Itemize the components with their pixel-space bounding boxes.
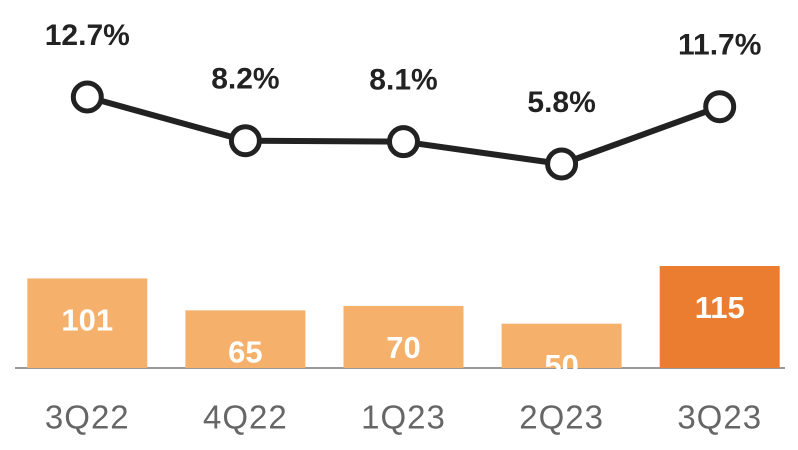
data-label: 8.1% — [369, 64, 437, 97]
line-point — [703, 90, 737, 124]
line-point — [387, 125, 420, 159]
bar — [501, 323, 622, 368]
line-point — [228, 124, 262, 158]
bar-label: 70 — [386, 330, 420, 365]
bar-label: 115 — [695, 290, 745, 325]
bar — [659, 266, 780, 368]
data-label: 11.7% — [678, 29, 761, 62]
data-label: 12.7% — [45, 19, 130, 52]
bar — [343, 305, 464, 368]
x-tick-label: 2Q23 — [519, 399, 604, 436]
bar-label: 50 — [544, 348, 578, 383]
bar — [27, 278, 148, 368]
bar — [185, 310, 306, 368]
data-label: 5.8% — [527, 86, 595, 119]
x-tick-label: 4Q22 — [203, 399, 288, 436]
data-label: 8.2% — [211, 63, 279, 96]
line-point — [545, 147, 579, 181]
bar-label: 65 — [228, 335, 262, 370]
x-tick-label: 3Q23 — [677, 399, 762, 436]
line-point — [70, 80, 104, 114]
x-tick-label: 3Q22 — [45, 399, 130, 436]
bar-label: 101 — [61, 303, 113, 338]
x-tick-label: 1Q23 — [361, 399, 446, 436]
